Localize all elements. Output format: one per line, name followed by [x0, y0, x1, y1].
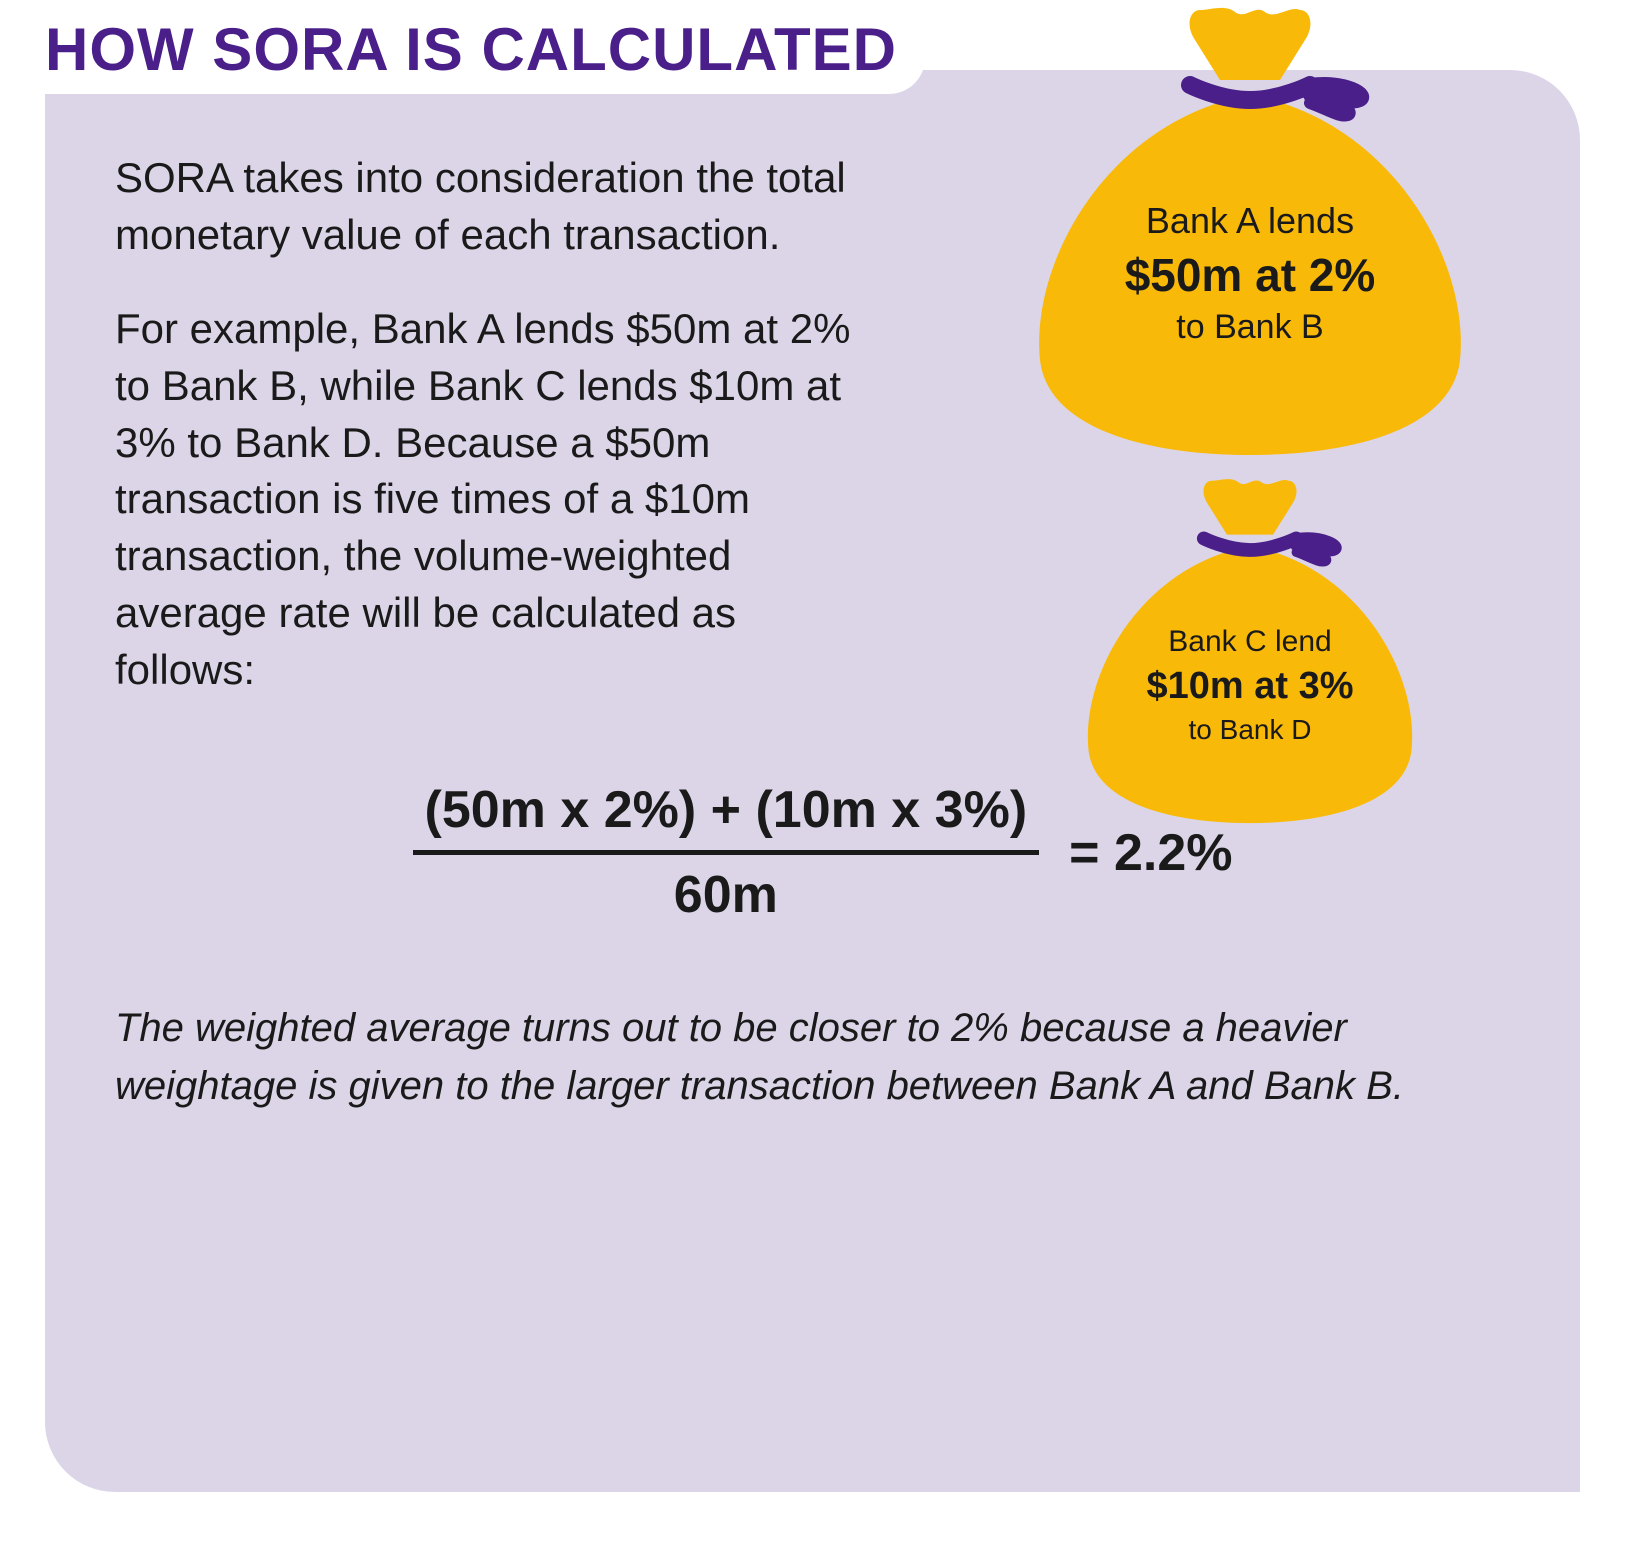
bag-small-line3: to Bank D	[1189, 714, 1312, 746]
content-area: SORA takes into consideration the total …	[115, 150, 1530, 1462]
fraction-bar	[413, 850, 1040, 855]
bag-small-line2: $10m at 3%	[1146, 665, 1353, 708]
page-title: HOW SORA IS CALCULATED	[45, 20, 897, 80]
intro-paragraph-1: SORA takes into consideration the total …	[115, 150, 875, 263]
infographic-canvas: HOW SORA IS CALCULATED SORA takes into c…	[0, 0, 1625, 1552]
intro-paragraph-2: For example, Bank A lends $50m at 2% to …	[115, 301, 875, 698]
bag-large-labels: Bank A lends $50m at 2% to Bank B	[990, 200, 1510, 347]
money-bag-large: Bank A lends $50m at 2% to Bank B	[990, 0, 1510, 460]
footnote-text: The weighted average turns out to be clo…	[115, 999, 1415, 1115]
formula-denominator: 60m	[662, 861, 790, 929]
title-container: HOW SORA IS CALCULATED	[45, 20, 925, 94]
bag-large-line3: to Bank B	[1176, 308, 1323, 347]
bag-large-line1: Bank A lends	[1146, 200, 1354, 242]
intro-text: SORA takes into consideration the total …	[115, 150, 875, 736]
formula-result: = 2.2%	[1069, 823, 1232, 883]
bag-small-line1: Bank C lend	[1168, 625, 1331, 659]
money-bag-small: Bank C lend $10m at 3% to Bank D	[1050, 470, 1450, 830]
bag-large-line2: $50m at 2%	[1125, 248, 1376, 302]
money-bags-group: Bank A lends $50m at 2% to Bank B Bank C…	[940, 0, 1560, 830]
bag-small-labels: Bank C lend $10m at 3% to Bank D	[1050, 625, 1450, 746]
